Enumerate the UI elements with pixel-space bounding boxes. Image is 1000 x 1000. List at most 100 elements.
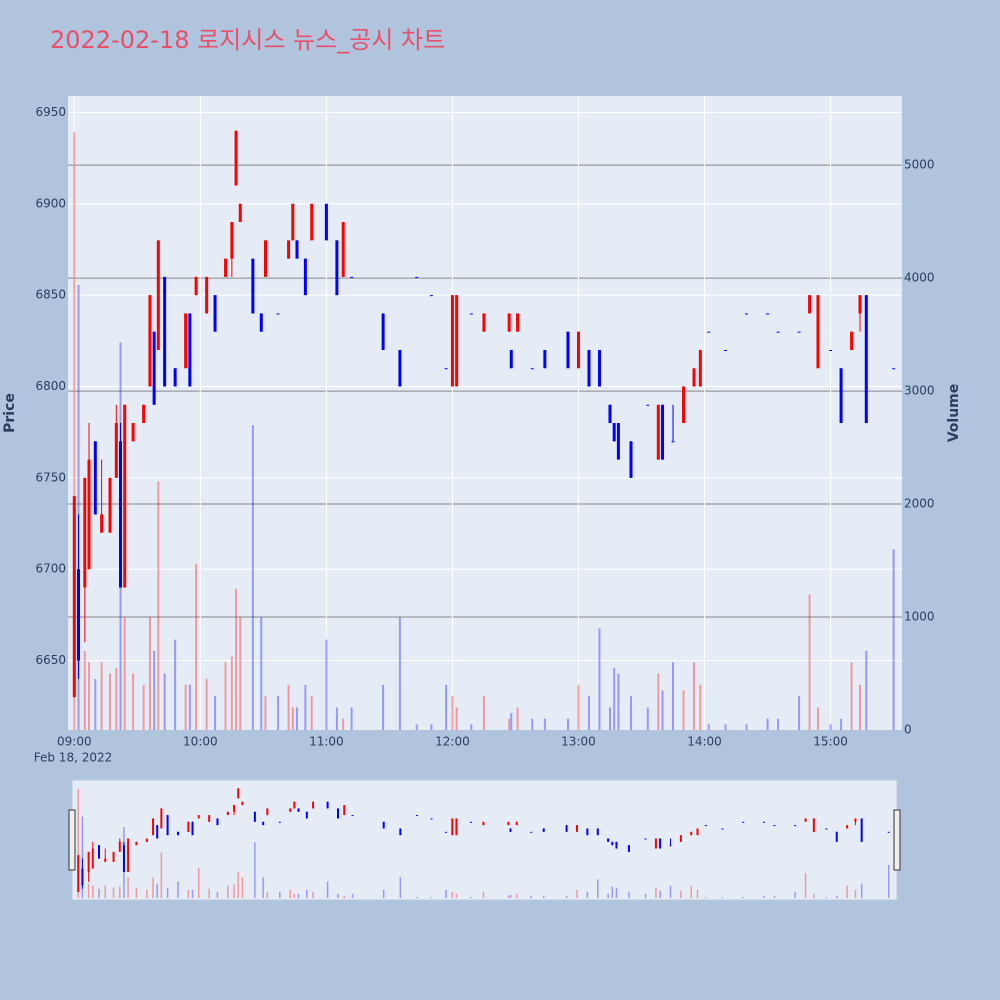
range-handle[interactable]: [68, 809, 76, 871]
volume-bar: [325, 639, 328, 730]
mini-candle-body: [336, 808, 339, 819]
candle-body: [263, 240, 267, 277]
mini-candle-body: [160, 808, 163, 829]
candle-body: [83, 477, 87, 588]
volume-bar: [470, 724, 473, 730]
mini-candle-body: [226, 811, 229, 816]
range-handle[interactable]: [893, 809, 901, 871]
mini-volume-bar: [177, 881, 179, 898]
mini-candle-body: [237, 788, 240, 799]
volume-bar: [205, 679, 208, 730]
volume-bar: [224, 662, 227, 730]
volume-bar: [350, 707, 353, 730]
mini-volume-bar: [337, 893, 339, 898]
mini-volume-bar: [773, 895, 776, 898]
volume-bar: [508, 718, 511, 730]
mini-volume-bar: [860, 883, 863, 898]
mini-volume-bar: [326, 881, 329, 898]
y-tick-label: 6950: [35, 105, 66, 119]
mini-volume-bar: [127, 877, 129, 898]
mini-candle-body: [835, 831, 838, 842]
candle-body: [238, 203, 242, 223]
mini-candle-body: [812, 818, 815, 832]
mini-volume-bar: [430, 896, 433, 898]
candle-body: [234, 130, 238, 186]
mini-candle-body: [135, 841, 138, 846]
chart-title: 2022-02-18 로지시스 뉴스_공시 차트: [50, 26, 445, 54]
candle-body: [455, 295, 459, 387]
mini-volume-bar: [160, 852, 163, 898]
volume-bar: [587, 696, 590, 730]
x-tick-label: 13:00: [561, 735, 596, 749]
mini-candle-body: [127, 838, 130, 872]
volume-bar: [109, 673, 112, 730]
mini-volume-bar: [794, 891, 796, 898]
candle-body: [77, 569, 81, 661]
mini-volume-bar: [152, 877, 154, 898]
volume-bar: [531, 718, 534, 730]
volume-bar: [214, 696, 217, 730]
mini-volume-bar: [515, 893, 518, 898]
candle-body: [516, 313, 520, 332]
mini-volume-bar: [166, 887, 169, 898]
volume-bar: [699, 684, 702, 730]
volume-bar: [100, 662, 103, 730]
candle-body: [797, 331, 801, 333]
mini-candle-body: [81, 868, 84, 886]
mini-volume-bar: [721, 896, 724, 898]
mini-candle-body: [176, 831, 179, 836]
candle-body: [142, 404, 146, 424]
mini-candle-body: [542, 828, 545, 832]
volume-bar: [682, 690, 685, 730]
mini-candle-body: [91, 848, 94, 869]
mini-candle-body: [644, 838, 647, 840]
mini-volume-bar: [680, 890, 682, 898]
volume-bar: [239, 617, 242, 730]
mini-candle-body: [351, 815, 354, 817]
volume-bar: [577, 684, 580, 730]
mini-candle-body: [445, 831, 448, 833]
mini-volume-bar: [887, 864, 890, 898]
mini-candle-body: [289, 808, 292, 812]
mini-volume-bar: [565, 895, 568, 898]
volume-bar: [566, 718, 569, 730]
mini-candle-body: [596, 828, 599, 836]
mini-volume-bar: [312, 891, 314, 898]
y-tick-label: 6800: [35, 379, 66, 393]
mini-candle-body: [586, 828, 589, 836]
mini-volume-bar: [804, 873, 807, 898]
candle-body: [858, 295, 862, 314]
volume-bar: [430, 724, 433, 730]
volume-bar: [840, 718, 843, 730]
candle-body: [682, 386, 686, 424]
mini-candle-body: [846, 825, 849, 829]
mini-volume-bar: [146, 889, 148, 898]
mini-volume-bar: [455, 893, 458, 898]
mini-candle-body: [382, 821, 385, 829]
mini-volume-bar: [825, 896, 828, 898]
mini-candle-body: [266, 808, 269, 816]
mini-volume-bar: [198, 867, 200, 898]
volume-bar: [482, 696, 485, 730]
volume-bar: [304, 684, 307, 730]
mini-volume-bar: [509, 894, 512, 898]
candle-body: [707, 331, 711, 333]
y-tick-label: 6650: [35, 653, 66, 667]
volume-bar: [657, 673, 660, 730]
candle-body: [745, 313, 749, 315]
x-tick-label: 10:00: [183, 735, 218, 749]
mini-volume-bar: [696, 889, 699, 898]
mini-volume-bar: [297, 893, 300, 898]
volume-bar: [510, 713, 513, 730]
mini-volume-bar: [112, 887, 115, 898]
candle-body: [100, 514, 104, 533]
mini-candle-body: [104, 858, 107, 862]
mini-volume-bar: [289, 889, 291, 898]
candle-body: [287, 240, 291, 259]
range-slider[interactable]: [71, 779, 898, 901]
mini-volume-bar: [208, 888, 210, 898]
mini-candle-body: [451, 818, 454, 836]
mini-volume-bar: [482, 891, 485, 898]
mini-candle-body: [469, 821, 472, 823]
mini-volume-bar: [470, 896, 472, 898]
